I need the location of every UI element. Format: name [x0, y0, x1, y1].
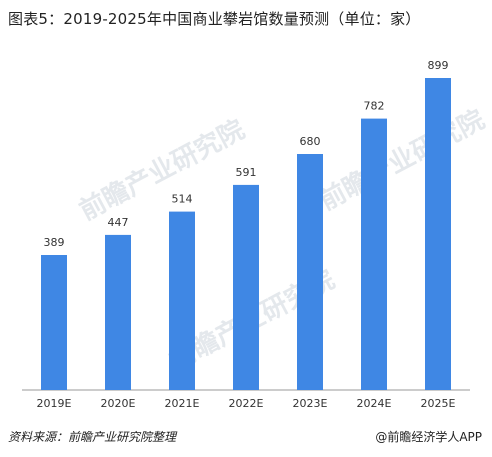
bar-2019E — [41, 255, 67, 390]
x-tick-label-2025E: 2025E — [421, 397, 456, 410]
x-tick-label-2023E: 2023E — [293, 397, 328, 410]
data-label-2022E: 591 — [236, 166, 257, 179]
bar-2025E — [425, 78, 451, 390]
x-tick-label-2022E: 2022E — [229, 397, 264, 410]
bar-2020E — [105, 234, 131, 390]
data-label-2025E: 899 — [428, 59, 449, 72]
data-label-2023E: 680 — [300, 135, 321, 148]
data-label-2019E: 389 — [44, 236, 65, 249]
source-note: 资料来源：前瞻产业研究院整理 — [8, 430, 177, 444]
x-tick-label-2024E: 2024E — [357, 397, 392, 410]
data-label-2024E: 782 — [364, 100, 385, 113]
brand-label: @前瞻经济学人APP — [375, 430, 482, 444]
x-tick-label-2020E: 2020E — [101, 397, 136, 410]
footer: 资料来源：前瞻产业研究院整理 @前瞻经济学人APP — [8, 428, 482, 448]
bar-2023E — [297, 154, 323, 390]
bar-2022E — [233, 184, 259, 390]
data-label-2021E: 514 — [172, 193, 193, 206]
bar-2021E — [169, 211, 195, 390]
x-tick-label-2021E: 2021E — [165, 397, 200, 410]
bar-2024E — [361, 118, 387, 390]
data-label-2020E: 447 — [108, 216, 129, 229]
chart-title: 图表5：2019-2025年中国商业攀岩馆数量预测（单位：家） — [8, 10, 421, 28]
x-tick-label-2019E: 2019E — [37, 397, 72, 410]
